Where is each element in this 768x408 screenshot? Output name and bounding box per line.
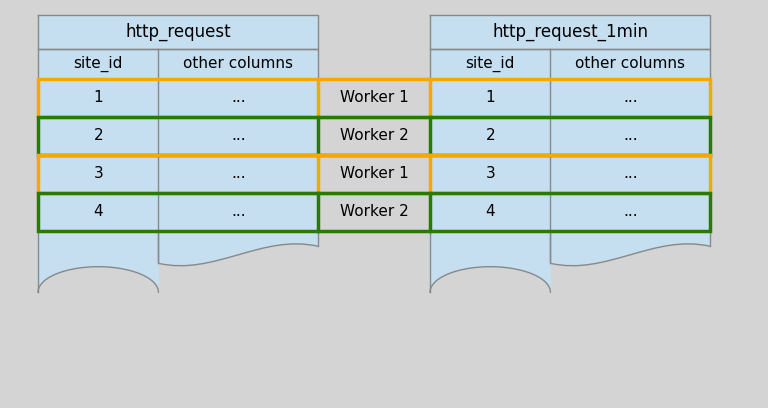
Polygon shape bbox=[430, 231, 551, 292]
Bar bbox=[38, 155, 318, 193]
Bar bbox=[430, 117, 710, 155]
Text: 3: 3 bbox=[485, 166, 495, 182]
Bar bbox=[38, 79, 318, 117]
Text: ...: ... bbox=[623, 204, 637, 220]
Text: 2: 2 bbox=[485, 129, 495, 144]
Bar bbox=[38, 15, 318, 231]
Text: http_request: http_request bbox=[125, 23, 231, 41]
Text: ...: ... bbox=[231, 166, 246, 182]
Text: 3: 3 bbox=[94, 166, 103, 182]
Text: ...: ... bbox=[231, 129, 246, 144]
Text: 4: 4 bbox=[94, 204, 103, 220]
Bar bbox=[430, 15, 710, 231]
Text: 4: 4 bbox=[485, 204, 495, 220]
Bar bbox=[430, 155, 710, 193]
Text: 1: 1 bbox=[94, 91, 103, 106]
Text: 1: 1 bbox=[485, 91, 495, 106]
Bar bbox=[430, 79, 710, 117]
PathPatch shape bbox=[551, 231, 710, 266]
Text: ...: ... bbox=[623, 91, 637, 106]
Text: ...: ... bbox=[623, 166, 637, 182]
PathPatch shape bbox=[158, 231, 318, 266]
Text: http_request_1min: http_request_1min bbox=[492, 23, 648, 41]
Bar bbox=[38, 117, 318, 155]
Text: site_id: site_id bbox=[74, 56, 123, 72]
Text: site_id: site_id bbox=[465, 56, 515, 72]
Text: other columns: other columns bbox=[184, 56, 293, 71]
Text: Worker 2: Worker 2 bbox=[339, 129, 409, 144]
Text: Worker 1: Worker 1 bbox=[339, 166, 409, 182]
Text: ...: ... bbox=[231, 91, 246, 106]
Text: Worker 2: Worker 2 bbox=[339, 204, 409, 220]
Text: 2: 2 bbox=[94, 129, 103, 144]
Text: Worker 1: Worker 1 bbox=[339, 91, 409, 106]
Polygon shape bbox=[38, 231, 158, 292]
Text: ...: ... bbox=[231, 204, 246, 220]
Text: other columns: other columns bbox=[575, 56, 685, 71]
Bar bbox=[430, 193, 710, 231]
Text: ...: ... bbox=[623, 129, 637, 144]
Bar bbox=[38, 193, 318, 231]
